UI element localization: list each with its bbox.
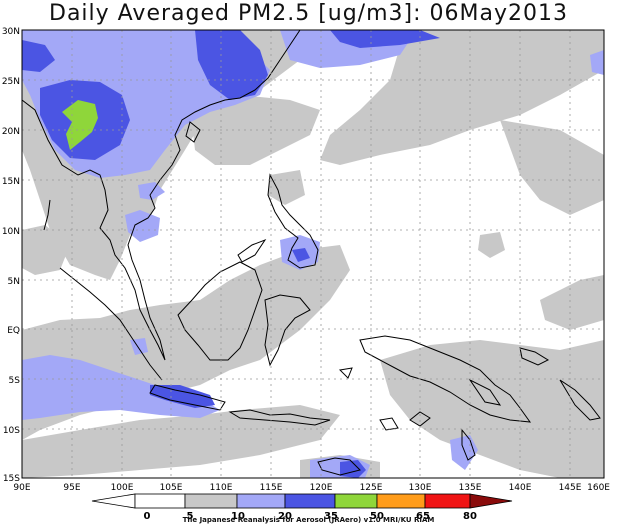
lon-label: 160E bbox=[587, 483, 610, 493]
lon-label: 110E bbox=[210, 483, 233, 493]
colorbar-segment-35-50 bbox=[334, 493, 378, 509]
colorbar-label: 50 bbox=[370, 511, 384, 522]
lon-label: 120E bbox=[310, 483, 333, 493]
lon-label: 135E bbox=[459, 483, 482, 493]
lon-label: 145E bbox=[559, 483, 582, 493]
colorbar-label: 0 bbox=[144, 511, 151, 522]
map-frame bbox=[21, 29, 605, 479]
lon-label: 100E bbox=[111, 483, 134, 493]
colorbar-label: 35 bbox=[324, 511, 338, 522]
credit-text: The Japanese Reanalysis for Aerosol (JRA… bbox=[182, 516, 435, 524]
colorbar-segment-65-80 bbox=[424, 493, 471, 509]
longitude-labels: 90E 95E 100E 105E 110E 115E 120E 125E 13… bbox=[13, 483, 610, 493]
lon-label: 115E bbox=[260, 483, 283, 493]
colorbar-segment-0-5 bbox=[134, 493, 186, 509]
colorbar-segment-over-80 bbox=[469, 493, 513, 509]
lon-label: 90E bbox=[13, 483, 30, 493]
colorbar-segment-50-65 bbox=[376, 493, 426, 509]
lon-label: 125E bbox=[360, 483, 383, 493]
colorbar-label: 80 bbox=[463, 511, 477, 522]
colorbar-label: 20 bbox=[278, 511, 292, 522]
lat-label: 10N bbox=[2, 227, 20, 237]
lat-label: 5S bbox=[9, 376, 21, 386]
lon-label: 130E bbox=[409, 483, 432, 493]
colorbar-label: 65 bbox=[416, 511, 430, 522]
lat-label: EQ bbox=[7, 326, 20, 336]
lat-label: 10S bbox=[3, 426, 20, 436]
gridlines bbox=[22, 30, 604, 478]
colorbar-segment-10-20 bbox=[236, 493, 286, 509]
lon-label: 105E bbox=[160, 483, 183, 493]
lat-label: 20N bbox=[2, 127, 20, 137]
colorbar: 0 5 10 20 35 50 65 80 bbox=[91, 493, 513, 522]
colorbar-label: 10 bbox=[231, 511, 245, 522]
lon-label: 95E bbox=[63, 483, 80, 493]
green-pm25-region bbox=[62, 100, 98, 150]
lat-label: 25N bbox=[2, 77, 20, 87]
map-title: Daily Averaged PM2.5 [ug/m3]: 06May2013 bbox=[49, 1, 568, 26]
blue-pm25-regions bbox=[22, 30, 440, 478]
lon-label: 140E bbox=[509, 483, 532, 493]
colorbar-label: 5 bbox=[187, 511, 194, 522]
pm25-field bbox=[22, 30, 604, 478]
colorbar-segment-5-10 bbox=[184, 493, 238, 509]
lat-label: 5N bbox=[8, 277, 20, 287]
lat-label: 15S bbox=[3, 474, 20, 484]
latitude-labels: 30N 25N 20N 15N 10N 5N EQ 5S 10S 15S bbox=[2, 27, 20, 484]
lat-label: 30N bbox=[2, 27, 20, 37]
lat-label: 15N bbox=[2, 177, 20, 187]
colorbar-segment-white bbox=[91, 493, 136, 509]
colorbar-segment-20-35 bbox=[284, 493, 336, 509]
